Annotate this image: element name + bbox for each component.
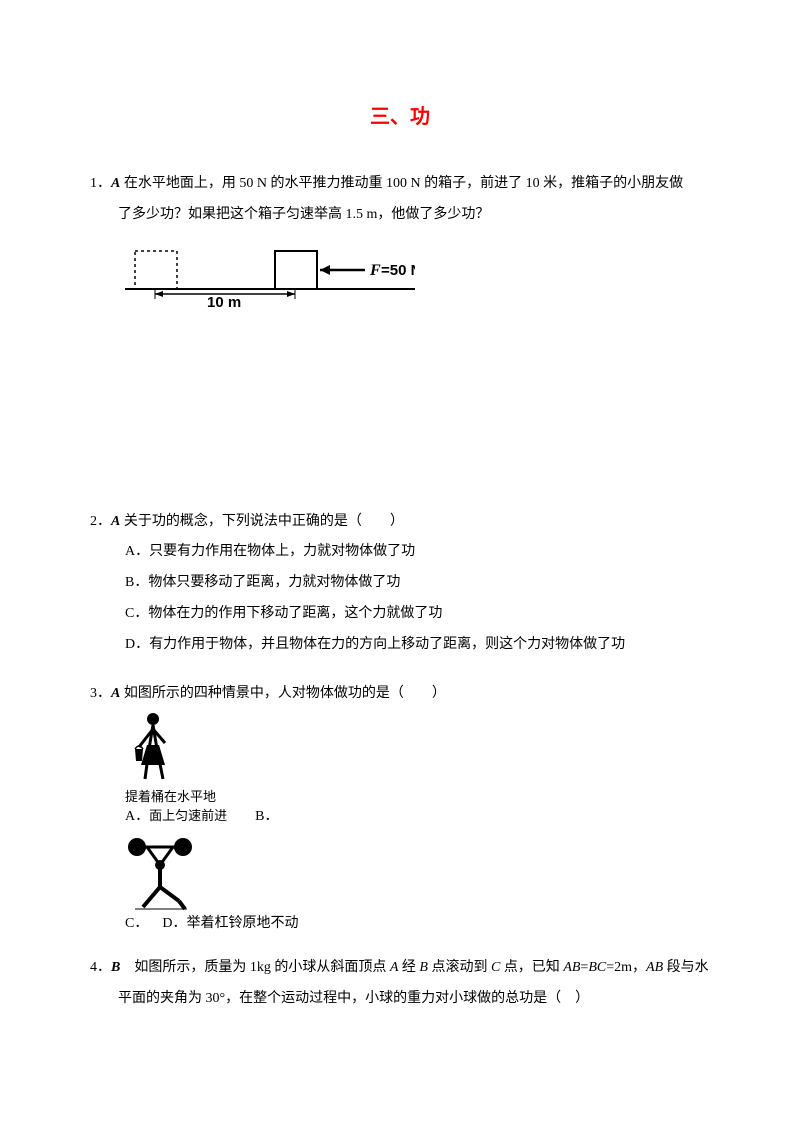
q4-AB: AB: [563, 960, 580, 975]
question-1: 1．A 在水平地面上，用 50 N 的水平推力推动重 100 N 的箱子，前进了…: [90, 169, 710, 309]
q3-tag: A: [111, 686, 120, 701]
q2-option-b: B．物体只要移动了距离，力就对物体做了功: [90, 568, 710, 599]
force-diagram-svg: F =50 N 10 m: [125, 239, 415, 309]
q3-figure-a: 提着桶在水平地: [90, 709, 710, 806]
distance-label: 10 m: [207, 294, 241, 309]
q3-figure-d: [90, 835, 710, 913]
q3-label-c: C．: [125, 916, 148, 931]
q2-tag: A: [111, 514, 120, 529]
q1-tag: A: [111, 176, 120, 191]
q3-row-ab: A．面上匀速前进 B．: [90, 806, 710, 828]
q4-AB2: AB: [646, 960, 663, 975]
q4-t6: 段与水: [663, 960, 709, 975]
q4-line2: 平面的夹角为 30°，在整个运动过程中，小球的重力对小球做的总功是（ ）: [90, 984, 710, 1015]
q4-t4: 点，已知: [500, 960, 563, 975]
q1-diagram: F =50 N 10 m: [125, 239, 710, 309]
blank-space: [90, 327, 710, 507]
q2-stem: 关于功的概念，下列说法中正确的是（ ）: [120, 514, 404, 529]
q3-number: 3．: [90, 686, 111, 701]
q4-t5: =2m，: [606, 960, 646, 975]
question-4: 4．B 如图所示，质量为 1kg 的小球从斜面顶点 A 经 B 点滚动到 C 点…: [90, 953, 710, 1015]
q4-line1: 4．B 如图所示，质量为 1kg 的小球从斜面顶点 A 经 B 点滚动到 C 点…: [90, 953, 710, 984]
q3-label-b: B．: [255, 809, 278, 824]
q2-number: 2．: [90, 514, 111, 529]
page-title: 三、功: [90, 100, 710, 129]
q4-t1: 如图所示，质量为 1kg 的小球从斜面顶点: [120, 960, 390, 975]
q2-option-a: A．只要有力作用在物体上，力就对物体做了功: [90, 537, 710, 568]
q3-row-cd: C． D．举着杠铃原地不动: [90, 913, 710, 935]
q4-t2: 经: [398, 960, 419, 975]
question-2: 2．A 关于功的概念，下列说法中正确的是（ ） A．只要有力作用在物体上，力就对…: [90, 507, 710, 661]
weightlifter-icon: [125, 835, 195, 913]
q4-tag: B: [111, 960, 120, 975]
q3-a-cap-l1: 提着桶在水平地: [125, 789, 216, 804]
q4-number: 4．: [90, 960, 111, 975]
q3-a-cap-l2: 面上匀速前进: [149, 808, 227, 823]
q2-option-c: C．物体在力的作用下移动了距离，这个力就做了功: [90, 599, 710, 630]
q3-label-a: A．: [125, 809, 149, 824]
q3-stem-line: 3．A 如图所示的四种情景中，人对物体做功的是（ ）: [90, 679, 710, 710]
q1-number: 1．: [90, 176, 111, 191]
q1-text1: 在水平地面上，用 50 N 的水平推力推动重 100 N 的箱子，前进了 10 …: [120, 176, 683, 191]
question-3: 3．A 如图所示的四种情景中，人对物体做功的是（ ） 提着桶在水平地 A．面上匀: [90, 679, 710, 935]
force-label: F: [369, 262, 381, 279]
force-value: =50 N: [381, 262, 415, 279]
page: 三、功 1．A 在水平地面上，用 50 N 的水平推力推动重 100 N 的箱子…: [0, 0, 800, 1093]
q3-stem: 如图所示的四种情景中，人对物体做功的是（ ）: [120, 686, 446, 701]
q3-a-caption1: 提着桶在水平地: [125, 789, 710, 806]
q4-t3: 点滚动到: [428, 960, 491, 975]
q4-C: C: [491, 960, 500, 975]
q1-line2: 了多少功？如果把这个箱子匀速举高 1.5 m，他做了多少功？: [90, 200, 710, 231]
q3-d-caption: 举着杠铃原地不动: [186, 916, 298, 931]
q4-B: B: [419, 960, 428, 975]
q2-stem-line: 2．A 关于功的概念，下列说法中正确的是（ ）: [90, 507, 710, 538]
q4-BC: BC: [588, 960, 606, 975]
person-bucket-icon: [125, 709, 185, 789]
q2-option-d: D．有力作用于物体，并且物体在力的方向上移动了距离，则这个力对物体做了功: [90, 630, 710, 661]
q3-label-d: D．: [162, 916, 186, 931]
q1-line1: 1．A 在水平地面上，用 50 N 的水平推力推动重 100 N 的箱子，前进了…: [90, 169, 710, 200]
